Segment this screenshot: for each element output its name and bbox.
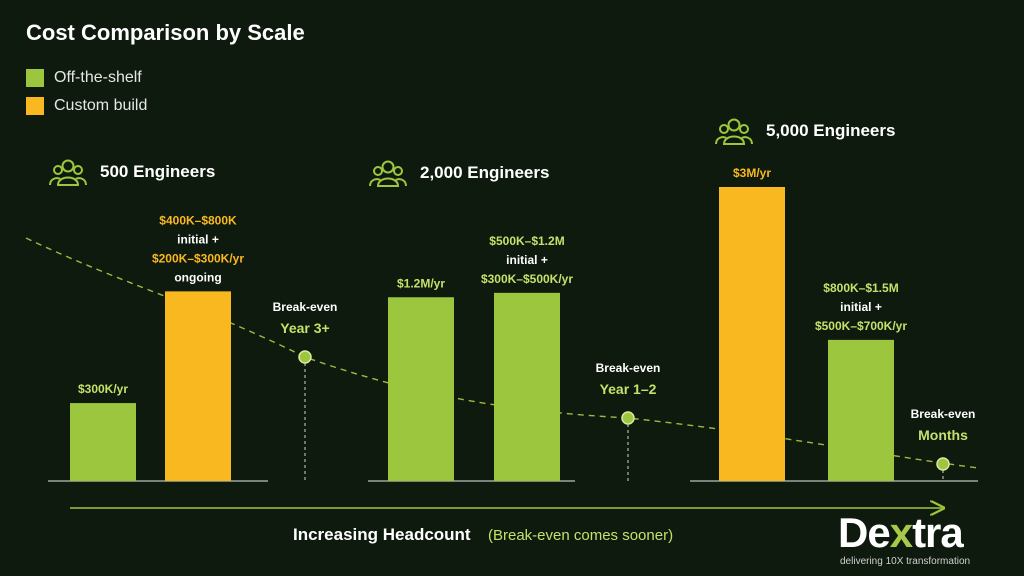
person-center-head <box>381 160 395 174</box>
person-right-body <box>75 177 87 186</box>
group-header-3: 5,000 Engineers <box>766 121 895 140</box>
breakeven-label-3: Break-even <box>911 407 976 421</box>
person-left-head <box>719 124 729 134</box>
person-center-head <box>727 118 741 132</box>
breakeven-value-3: Months <box>918 427 968 443</box>
bar-label-3-1-line-1: $3M/yr <box>733 166 771 180</box>
legend-item-custom-build: Custom build <box>26 92 147 120</box>
legend: Off-the-shelf Custom build <box>26 64 147 120</box>
breakeven-point-3 <box>936 457 950 471</box>
brand-name-part2: tra <box>912 509 964 556</box>
person-right-body <box>741 136 753 145</box>
brand-name-x: x <box>889 509 913 556</box>
bar-label-3-2-line-3: $500K–$700K/yr <box>815 319 907 333</box>
breakeven-value-2: Year 1–2 <box>600 381 657 397</box>
breakeven-point-1 <box>298 350 312 364</box>
person-right-head <box>739 124 749 134</box>
person-right-head <box>393 166 403 176</box>
breakeven-value-1: Year 3+ <box>280 320 329 336</box>
person-left-body <box>715 136 727 145</box>
legend-swatch-custom-build <box>26 97 44 115</box>
legend-label-off-the-shelf: Off-the-shelf <box>54 69 142 86</box>
bar-label-2-1-line-1: $1.2M/yr <box>397 276 445 290</box>
bar-1-1 <box>70 403 136 481</box>
person-center-body <box>722 135 746 145</box>
bar-1-2 <box>165 291 231 481</box>
person-right-head <box>73 165 83 175</box>
bar-label-2-2-line-1: $500K–$1.2M <box>489 234 564 248</box>
bar-label-1-1-line-1: $300K/yr <box>78 382 128 396</box>
person-center-body <box>376 177 400 187</box>
bar-label-1-2-line-2: initial + <box>177 232 219 246</box>
people-group-icon <box>49 159 87 186</box>
bar-label-1-2-line-3: $200K–$300K/yr <box>152 251 244 265</box>
group-header-1: 500 Engineers <box>100 162 215 181</box>
x-axis-note: (Break-even comes sooner) <box>488 527 673 544</box>
bar-3-1 <box>719 187 785 481</box>
breakeven-label-2: Break-even <box>596 361 661 375</box>
legend-swatch-off-the-shelf <box>26 69 44 87</box>
person-right-body <box>395 178 407 187</box>
bar-label-2-2-line-2: initial + <box>506 253 548 267</box>
bar-label-2-2-line-3: $300K–$500K/yr <box>481 272 573 286</box>
brand-name: Dextra <box>838 512 1010 554</box>
bar-2-1 <box>388 297 454 481</box>
bar-3-2 <box>828 339 894 481</box>
brand-name-part1: De <box>838 509 891 556</box>
legend-label-custom-build: Custom build <box>54 97 148 114</box>
person-left-head <box>53 165 63 175</box>
person-center-head <box>61 159 75 173</box>
bar-label-3-2-line-1: $800K–$1.5M <box>823 281 898 295</box>
bar-label-1-2-line-1: $400K–$800K <box>159 213 237 227</box>
person-left-head <box>373 166 383 176</box>
people-group-icon <box>369 160 407 187</box>
legend-item-off-the-shelf: Off-the-shelf <box>26 64 147 92</box>
chart-title: Cost Comparison by Scale <box>26 20 305 45</box>
x-axis-label: Increasing Headcount <box>293 525 471 544</box>
bar-2-2 <box>494 292 560 481</box>
trend-curve-dashed <box>25 237 979 469</box>
brand-tagline: delivering 10X transformation <box>840 556 971 567</box>
brand-logo: Dextra delivering 10X transformation <box>838 512 1010 568</box>
person-center-body <box>56 176 80 186</box>
breakeven-label-1: Break-even <box>273 300 338 314</box>
group-header-2: 2,000 Engineers <box>420 163 549 182</box>
person-left-body <box>369 178 381 187</box>
people-group-icon <box>715 118 753 145</box>
breakeven-point-2 <box>621 411 635 425</box>
bar-label-1-2-line-4: ongoing <box>174 270 221 284</box>
bar-label-3-2-line-2: initial + <box>840 300 882 314</box>
person-left-body <box>49 177 61 186</box>
